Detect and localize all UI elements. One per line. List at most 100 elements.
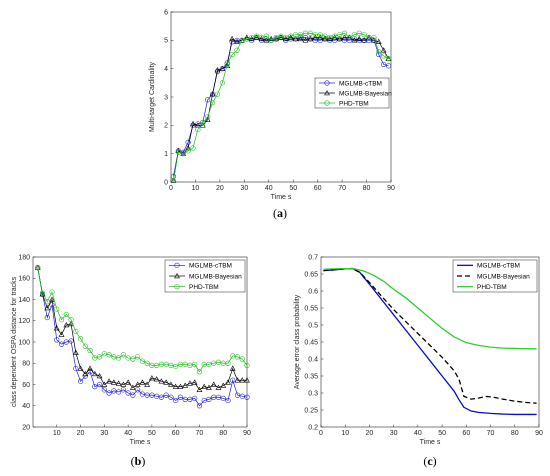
x-tick-label: 40 xyxy=(265,185,273,192)
data-point xyxy=(244,377,250,383)
data-point xyxy=(115,380,122,386)
data-point xyxy=(101,381,108,387)
data-point xyxy=(206,361,212,367)
legend: MGLMB-cTBM MGLMB-Bayesian PHD-TBM xyxy=(314,77,392,109)
data-point xyxy=(110,379,117,385)
data-point xyxy=(185,144,192,151)
data-point xyxy=(120,387,126,393)
data-point xyxy=(192,361,198,367)
data-point xyxy=(92,384,98,390)
data-point xyxy=(77,378,84,384)
data-point xyxy=(234,47,240,53)
data-point xyxy=(125,390,131,396)
data-point xyxy=(307,30,313,36)
panel-caption: (c) xyxy=(423,454,436,468)
data-point xyxy=(263,37,270,43)
data-point xyxy=(73,328,79,334)
data-point xyxy=(205,114,211,120)
data-point xyxy=(190,120,196,127)
data-point xyxy=(106,378,112,384)
y-tick-label: 20 xyxy=(22,424,30,431)
data-point xyxy=(196,403,203,409)
data-point xyxy=(187,362,193,368)
data-point xyxy=(268,37,274,43)
data-point xyxy=(144,381,151,387)
data-point xyxy=(206,396,212,402)
data-point xyxy=(39,291,46,297)
data-point xyxy=(244,362,250,368)
data-point xyxy=(356,30,362,36)
data-point xyxy=(273,34,279,41)
x-tick-label: 90 xyxy=(243,430,251,437)
data-point xyxy=(317,37,323,43)
data-point xyxy=(248,35,255,42)
y-tick-label: 80 xyxy=(22,361,30,368)
data-point xyxy=(196,386,203,393)
x-tick-label: 10 xyxy=(192,185,200,192)
x-tick-label: 30 xyxy=(390,430,398,437)
data-point xyxy=(341,30,348,36)
data-point xyxy=(154,393,160,399)
data-point xyxy=(77,336,84,342)
data-point xyxy=(215,384,222,390)
data-point xyxy=(172,383,179,389)
data-point xyxy=(385,55,392,61)
data-point xyxy=(214,67,221,73)
data-point xyxy=(258,34,265,41)
y-tick-label: 6 xyxy=(164,9,168,16)
data-point xyxy=(209,100,216,106)
data-point xyxy=(317,34,324,40)
data-point xyxy=(230,377,236,383)
y-tick-label: 0.35 xyxy=(304,373,318,380)
data-point xyxy=(346,34,353,41)
x-tick-label: 70 xyxy=(338,185,346,192)
legend-label: PHD-TBM xyxy=(189,284,219,291)
data-point xyxy=(225,379,231,385)
x-tick-label: 80 xyxy=(511,430,519,437)
data-point xyxy=(87,369,93,375)
data-point xyxy=(111,388,117,394)
data-point xyxy=(163,392,169,398)
data-point xyxy=(201,383,208,389)
data-point xyxy=(177,383,184,389)
data-point xyxy=(234,38,240,44)
data-point xyxy=(68,320,74,327)
y-tick-label: 120 xyxy=(18,318,30,325)
data-point xyxy=(49,296,55,302)
data-point xyxy=(230,353,236,359)
data-point xyxy=(302,37,309,43)
x-axis-label: Time s xyxy=(420,439,441,446)
data-point xyxy=(134,381,141,387)
data-point xyxy=(371,34,377,41)
legend: MGLMB-cTBM MGLMB-Bayesian PHD-TBM xyxy=(452,259,538,293)
data-point xyxy=(106,352,112,358)
legend-marker xyxy=(324,100,330,106)
data-point xyxy=(168,362,174,368)
data-point xyxy=(219,80,225,86)
x-tick-label: 90 xyxy=(535,430,543,437)
data-point xyxy=(92,355,98,361)
data-point xyxy=(273,35,280,42)
data-point xyxy=(225,397,231,404)
data-point xyxy=(361,32,367,38)
data-point xyxy=(44,314,50,321)
data-point xyxy=(375,38,382,44)
legend-marker xyxy=(324,89,330,96)
data-point xyxy=(73,365,79,372)
y-tick-label: 0.4 xyxy=(308,356,318,363)
legend-label: MGLMB-Bayesian xyxy=(477,273,530,280)
data-point xyxy=(154,362,160,368)
y-tick-label: 0.7 xyxy=(308,254,318,261)
x-tick-label: 30 xyxy=(100,430,108,437)
data-point xyxy=(381,53,387,59)
x-tick-label: 60 xyxy=(462,430,470,437)
data-point xyxy=(187,396,193,402)
data-point xyxy=(175,149,181,155)
data-point xyxy=(239,356,245,362)
data-point xyxy=(177,394,184,400)
legend-marker xyxy=(174,272,180,279)
data-point xyxy=(332,37,338,43)
data-point xyxy=(163,361,169,367)
x-tick-label: 50 xyxy=(289,185,297,192)
